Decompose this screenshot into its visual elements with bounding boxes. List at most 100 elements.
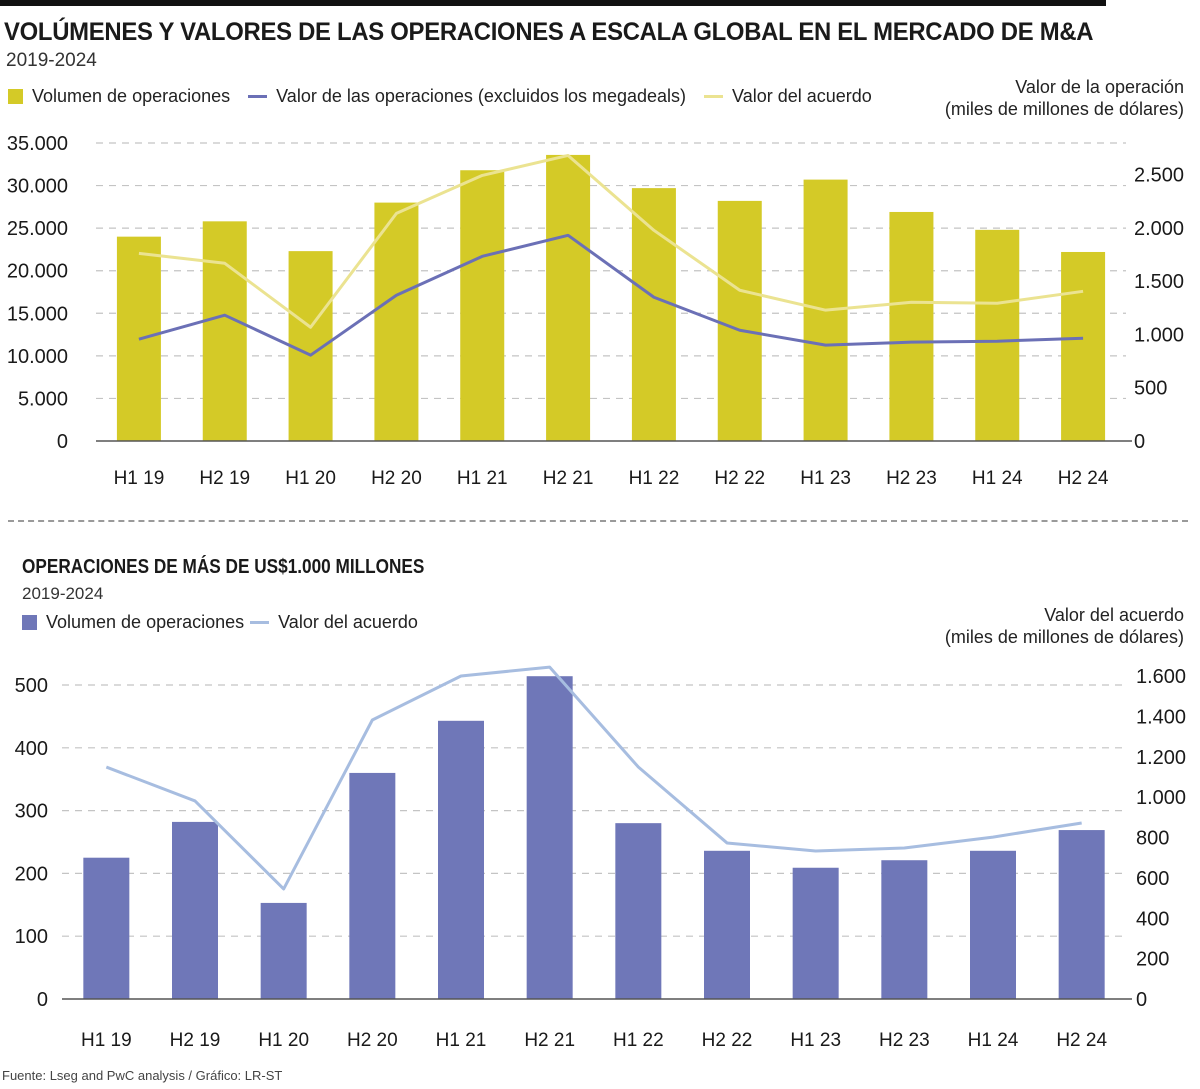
y-left-tick-label: 10.000 xyxy=(7,346,68,368)
x-tick-label: H2 21 xyxy=(524,1030,575,1051)
x-tick-label: H2 19 xyxy=(170,1030,221,1051)
x-tick-label: H1 21 xyxy=(457,468,508,489)
y-left-tick-label: 0 xyxy=(37,989,48,1011)
bar-h1-21 xyxy=(460,170,505,441)
bar-h1-24 xyxy=(975,229,1020,441)
bar-h2-23 xyxy=(881,860,928,999)
y-left-tick-label: 0 xyxy=(57,431,68,453)
y-left-tick-label: 200 xyxy=(15,863,48,885)
x-tick-label: H2 22 xyxy=(702,1030,753,1051)
y-left-tick-label: 35.000 xyxy=(7,133,68,155)
bar-h2-22 xyxy=(717,200,762,441)
bar-h2-23 xyxy=(889,211,934,441)
bar-h1-19 xyxy=(83,857,130,999)
legend-swatch-deal-value xyxy=(704,95,724,98)
series-line-2 xyxy=(138,153,1084,329)
chart1-plot: 0 5.000 10.000 15.000 20.000 25.000 30.000 35.0… xyxy=(7,133,1184,489)
legend-item-deal-value: Valor del acuerdo xyxy=(250,612,418,633)
x-tick-label: H1 19 xyxy=(81,1030,132,1051)
axis-title-line: Valor del acuerdo xyxy=(1044,605,1184,625)
y-left-tick-label: 30.000 xyxy=(7,176,68,198)
legend-label: Valor del acuerdo xyxy=(732,86,872,106)
chart2-subtitle: 2019-2024 xyxy=(22,584,104,603)
bar-h2-19 xyxy=(172,821,218,999)
y-right-tick-label: 0 xyxy=(1134,431,1145,453)
x-tick-label: H1 24 xyxy=(972,468,1023,489)
axis-title-line: Valor de la operación xyxy=(1015,77,1184,97)
y-right-tick-label: 2.000 xyxy=(1134,218,1184,240)
legend-label: Valor de las operaciones (excluidos los … xyxy=(276,86,687,106)
top-rule xyxy=(0,0,1106,6)
bar-h1-24 xyxy=(970,850,1016,999)
bar-h1-23 xyxy=(792,867,839,999)
y-right-tick-label: 1.000 xyxy=(1134,324,1184,346)
x-tick-label: H1 23 xyxy=(790,1030,841,1051)
legend-item-volume: Volumen de operaciones xyxy=(8,86,230,107)
y-left-tick-label: 5.000 xyxy=(18,388,68,410)
chart2-title: OPERACIONES DE MÁS DE US$1.000 MILLONES xyxy=(22,556,425,578)
legend-swatch-deal-value xyxy=(250,621,270,624)
x-tick-label: H1 19 xyxy=(114,468,165,489)
x-tick-label: H2 24 xyxy=(1058,468,1109,489)
y-right-tick-label: 500 xyxy=(1134,378,1167,400)
bar-h1-21 xyxy=(438,720,484,999)
chart2-legend: Volumen de operaciones Valor del acuerdo xyxy=(22,612,436,633)
y-right-tick-label: 800 xyxy=(1136,828,1169,850)
bar-h2-22 xyxy=(704,850,750,999)
x-tick-label: H1 24 xyxy=(968,1030,1019,1051)
chart1-legend: Volumen de operaciones Valor de las oper… xyxy=(8,86,890,107)
chart1-subtitle: 2019-2024 xyxy=(6,50,97,71)
x-tick-label: H2 21 xyxy=(543,468,594,489)
bar-h2-21 xyxy=(546,154,591,442)
legend-label: Volumen de operaciones xyxy=(32,86,231,106)
x-tick-label: H1 22 xyxy=(629,468,680,489)
legend-item-value-excl: Valor de las operaciones (excluidos los … xyxy=(248,86,686,107)
bar-h2-19 xyxy=(202,221,247,441)
axis-title-line: (miles de millones de dólares) xyxy=(944,627,1184,647)
bar-h2-24 xyxy=(1058,830,1105,999)
y-right-tick-label: 1.200 xyxy=(1136,747,1186,769)
legend-label: Volumen de operaciones xyxy=(46,612,245,632)
y-right-tick-label: 600 xyxy=(1136,868,1169,890)
x-tick-label: H1 23 xyxy=(800,468,851,489)
x-tick-label: H1 20 xyxy=(258,1030,309,1051)
y-right-tick-label: 0 xyxy=(1136,989,1147,1011)
series-line-1 xyxy=(138,233,1084,357)
y-right-tick-label: 1.500 xyxy=(1134,271,1184,293)
y-left-tick-label: 15.000 xyxy=(7,303,68,325)
source-footer: Fuente: Lseg and PwC analysis / Gráfico:… xyxy=(2,1068,283,1083)
legend-swatch-value-excl xyxy=(248,95,268,98)
legend-item-deal-value: Valor del acuerdo xyxy=(704,86,872,107)
x-tick-label: H2 20 xyxy=(347,1030,398,1051)
x-tick-label: H2 23 xyxy=(879,1030,930,1051)
x-tick-label: H2 19 xyxy=(199,468,250,489)
y-right-tick-label: 2.500 xyxy=(1134,164,1184,186)
section-divider xyxy=(8,520,1188,522)
x-tick-label: H1 20 xyxy=(285,468,336,489)
legend-label: Valor del acuerdo xyxy=(278,612,418,632)
y-left-tick-label: 500 xyxy=(15,675,48,697)
y-right-tick-label: 200 xyxy=(1136,949,1169,971)
chart1-title: VOLÚMENES Y VALORES DE LAS OPERACIONES A… xyxy=(4,18,1094,46)
x-tick-label: H1 22 xyxy=(613,1030,664,1051)
x-tick-label: H2 23 xyxy=(886,468,937,489)
bar-h1-22 xyxy=(615,823,662,999)
x-tick-label: H2 22 xyxy=(714,468,765,489)
chart2-right-axis-title: Valor del acuerdo (miles de millones de … xyxy=(945,604,1184,648)
y-right-tick-label: 400 xyxy=(1136,908,1169,930)
y-left-tick-label: 300 xyxy=(15,801,48,823)
legend-swatch-volume xyxy=(8,89,23,104)
y-right-tick-label: 1.000 xyxy=(1136,787,1186,809)
y-right-tick-label: 1.600 xyxy=(1136,666,1186,688)
legend-item-volume: Volumen de operaciones xyxy=(22,612,244,633)
legend-swatch-volume xyxy=(22,615,37,630)
bar-h2-20 xyxy=(349,772,396,999)
chart1-right-axis-title: Valor de la operación (miles de millones… xyxy=(945,76,1184,120)
series-line-1 xyxy=(105,665,1082,891)
bar-h2-21 xyxy=(526,676,573,999)
bar-h1-20 xyxy=(260,902,307,999)
y-left-tick-label: 100 xyxy=(15,926,48,948)
x-tick-label: H2 20 xyxy=(371,468,422,489)
y-left-tick-label: 400 xyxy=(15,738,48,760)
